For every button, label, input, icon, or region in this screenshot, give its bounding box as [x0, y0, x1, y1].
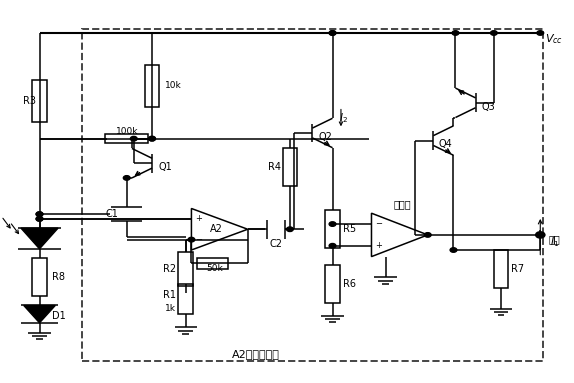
- Text: $I_2$: $I_2$: [339, 111, 348, 125]
- Circle shape: [537, 232, 544, 237]
- Text: 输出: 输出: [549, 234, 560, 244]
- Text: Q2: Q2: [318, 132, 332, 142]
- Text: 50k: 50k: [207, 264, 223, 273]
- Bar: [325, 210, 340, 248]
- Bar: [106, 134, 148, 143]
- Circle shape: [149, 136, 156, 141]
- Circle shape: [36, 217, 43, 221]
- Circle shape: [188, 237, 195, 242]
- Circle shape: [149, 136, 156, 141]
- Bar: [197, 257, 228, 269]
- Polygon shape: [24, 306, 55, 323]
- Text: −: −: [375, 219, 382, 229]
- Bar: [32, 80, 47, 122]
- Text: R6: R6: [343, 279, 356, 289]
- Text: R3: R3: [24, 96, 36, 106]
- Circle shape: [490, 31, 497, 35]
- Circle shape: [452, 31, 459, 35]
- Bar: [494, 250, 508, 288]
- Circle shape: [450, 248, 457, 252]
- Text: C1: C1: [106, 209, 118, 219]
- Text: R1: R1: [163, 290, 176, 300]
- Text: 100k: 100k: [115, 128, 138, 136]
- Bar: [325, 265, 340, 303]
- Circle shape: [329, 31, 336, 35]
- Text: R5: R5: [343, 224, 356, 234]
- Circle shape: [424, 232, 431, 237]
- Circle shape: [329, 222, 336, 226]
- Text: $I_1$: $I_1$: [550, 236, 560, 249]
- Text: C2: C2: [269, 239, 282, 249]
- Bar: [179, 252, 193, 286]
- Bar: [282, 148, 297, 186]
- Text: +: +: [195, 214, 202, 223]
- Text: 1k: 1k: [165, 304, 176, 313]
- Text: Q3: Q3: [481, 101, 495, 111]
- Text: Q4: Q4: [439, 139, 453, 149]
- Text: D1: D1: [52, 311, 65, 321]
- Text: 10k: 10k: [165, 81, 182, 90]
- Circle shape: [36, 212, 43, 216]
- Circle shape: [537, 31, 544, 35]
- Circle shape: [36, 234, 43, 239]
- Text: Q1: Q1: [159, 162, 173, 172]
- Bar: [32, 258, 47, 296]
- Text: R2: R2: [163, 264, 176, 274]
- Text: 比较器: 比较器: [394, 199, 411, 209]
- Text: $V_{cc}$: $V_{cc}$: [545, 32, 563, 46]
- Circle shape: [130, 136, 137, 141]
- Polygon shape: [21, 228, 58, 249]
- Circle shape: [36, 217, 43, 221]
- Bar: [82, 29, 543, 361]
- Bar: [145, 65, 160, 106]
- Circle shape: [329, 31, 336, 35]
- Text: A2运算放大器: A2运算放大器: [232, 349, 280, 359]
- Text: R8: R8: [52, 272, 65, 282]
- Text: R7: R7: [511, 264, 524, 274]
- Text: −: −: [195, 235, 202, 244]
- Text: R4: R4: [269, 162, 281, 172]
- Circle shape: [329, 244, 336, 248]
- Circle shape: [123, 176, 130, 180]
- Bar: [179, 284, 193, 314]
- Circle shape: [36, 212, 43, 216]
- Circle shape: [286, 227, 293, 231]
- Text: +: +: [375, 241, 382, 250]
- Text: A2: A2: [210, 224, 223, 234]
